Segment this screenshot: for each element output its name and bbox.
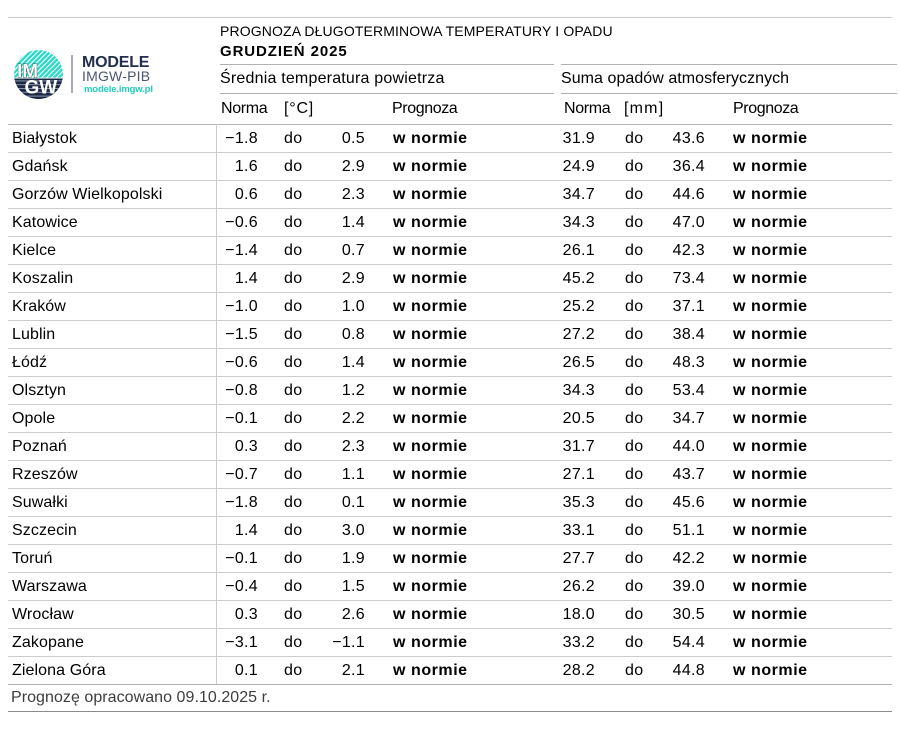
svg-text:GW: GW: [25, 78, 58, 99]
svg-text:IM: IM: [17, 61, 38, 82]
